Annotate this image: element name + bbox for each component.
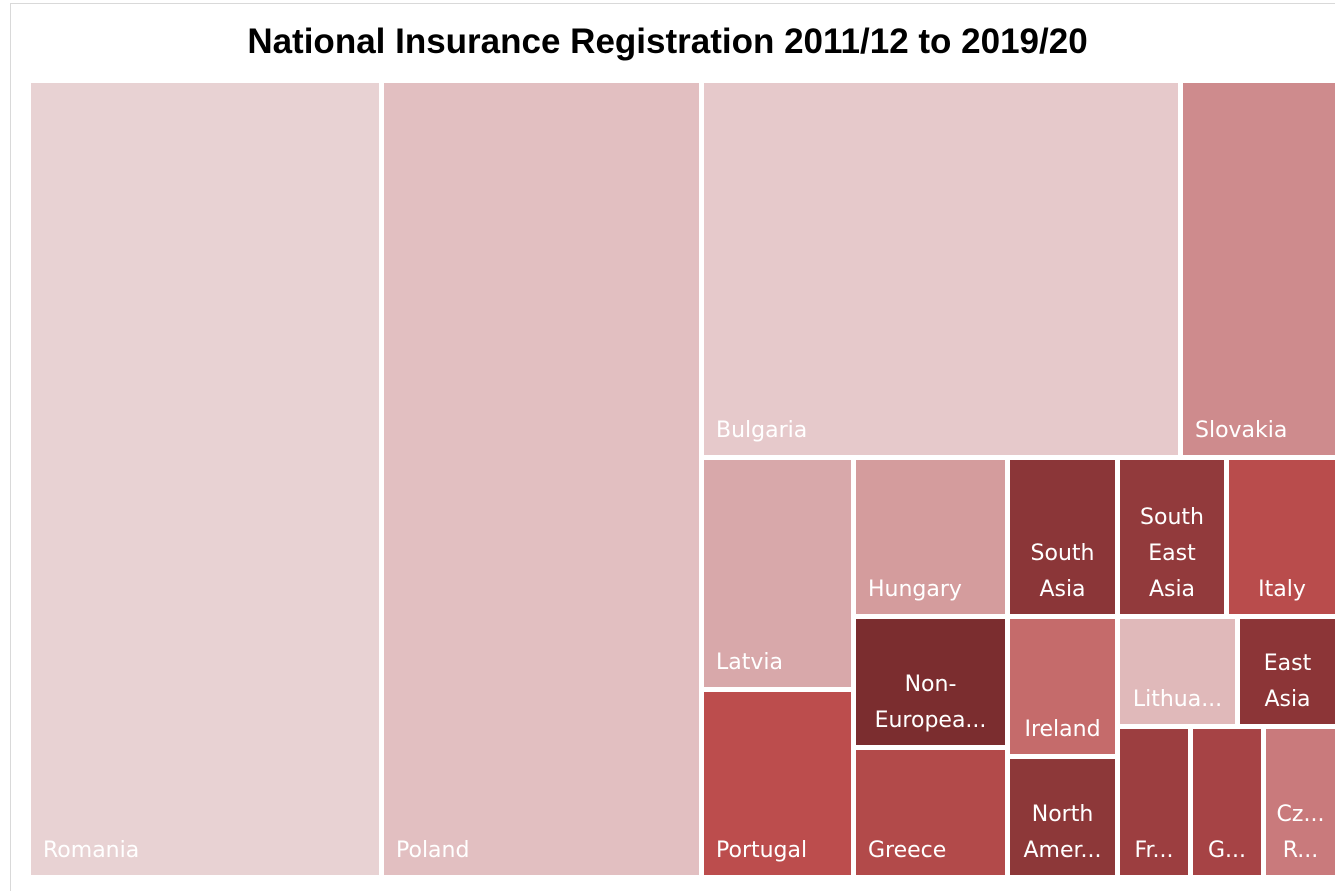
treemap-tile-g[interactable]: G... <box>1193 729 1261 875</box>
treemap-tile-fr[interactable]: Fr... <box>1120 729 1188 875</box>
treemap-tile-label: Romania <box>43 838 140 863</box>
treemap-tile-label: G... <box>1207 838 1247 863</box>
treemap-tile-hungary[interactable]: Hungary <box>856 460 1005 614</box>
treemap-tile-label: Greece <box>868 838 947 863</box>
treemap-tile-italy[interactable]: Italy <box>1229 460 1335 614</box>
treemap-tile-label: South East Asia <box>1140 505 1204 602</box>
treemap-tile-greece[interactable]: Greece <box>856 750 1005 875</box>
chart-title: National Insurance Registration 2011/12 … <box>247 22 1088 61</box>
treemap-tile-ireland[interactable]: Ireland <box>1010 619 1115 754</box>
treemap-tile-poland[interactable]: Poland <box>384 83 699 875</box>
treemap-tile-south-east-asia[interactable]: South East Asia <box>1120 460 1224 614</box>
treemap-tile-label: Ireland <box>1024 717 1101 742</box>
treemap-tile-south-asia[interactable]: South Asia <box>1010 460 1115 614</box>
treemap-tile-label: Hungary <box>868 577 962 602</box>
treemap-tile-portugal[interactable]: Portugal <box>704 692 851 875</box>
treemap-tile-label: Latvia <box>716 650 783 675</box>
treemap-tile-label: Poland <box>396 838 470 863</box>
treemap-tile-north-amer[interactable]: North Amer... <box>1010 759 1115 875</box>
treemap-tile-cz-r[interactable]: Cz... R... <box>1266 729 1335 875</box>
treemap-tile-lithua[interactable]: Lithua... <box>1120 619 1235 724</box>
treemap-tile-label: Bulgaria <box>716 418 808 443</box>
treemap-tile-label: South Asia <box>1030 541 1095 602</box>
treemap-tile-latvia[interactable]: Latvia <box>704 460 851 687</box>
treemap-tile-label: Portugal <box>716 838 808 863</box>
treemap-tile-non-europea[interactable]: Non- Europea... <box>856 619 1005 745</box>
treemap-tile-label: Slovakia <box>1195 418 1288 443</box>
treemap-tile-label: Cz... R... <box>1276 802 1325 863</box>
treemap-tile-east-asia[interactable]: East Asia <box>1240 619 1335 724</box>
treemap-tile-bulgaria[interactable]: Bulgaria <box>704 83 1178 455</box>
treemap-tile-label: Fr... <box>1134 838 1174 863</box>
treemap-tile-slovakia[interactable]: Slovakia <box>1183 83 1335 455</box>
treemap-tile-label: Lithua... <box>1132 687 1223 712</box>
treemap-tile-label: North Amer... <box>1023 802 1102 863</box>
treemap-tile-label: Non- Europea... <box>874 672 987 733</box>
treemap-tile-label: Italy <box>1258 577 1306 602</box>
treemap-tile-label: East Asia <box>1263 651 1312 712</box>
chart-frame <box>10 3 1335 891</box>
treemap-tile-romania[interactable]: Romania <box>31 83 379 875</box>
